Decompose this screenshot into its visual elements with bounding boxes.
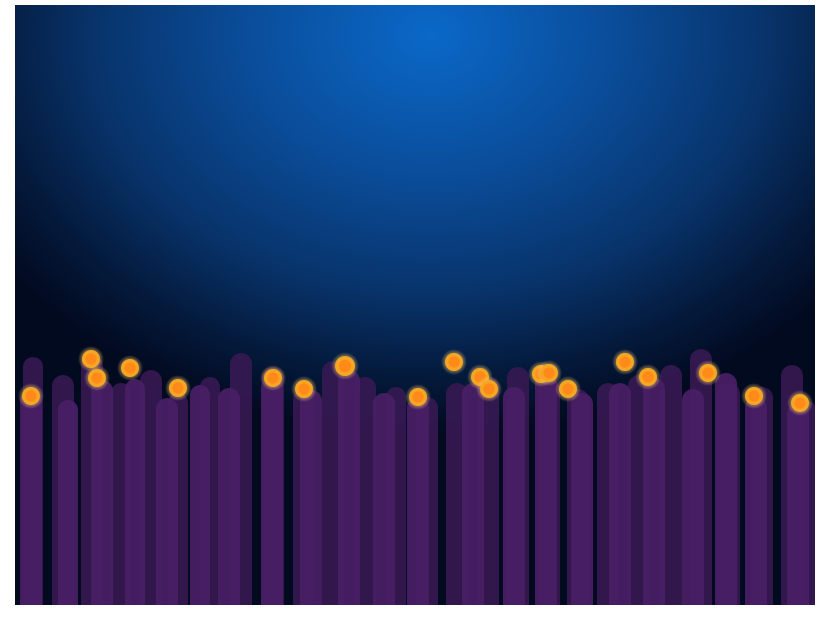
glowing-orb[interactable]	[84, 365, 110, 391]
glowing-orb[interactable]	[695, 360, 721, 386]
glowing-orb[interactable]	[165, 375, 191, 401]
scene-layer	[18, 346, 815, 605]
glowing-orb[interactable]	[441, 349, 467, 375]
glowing-orb[interactable]	[291, 376, 317, 402]
pillar-front	[787, 403, 809, 605]
pillar-front	[125, 379, 145, 605]
glowing-orb[interactable]	[536, 360, 562, 386]
glowing-orb[interactable]	[405, 384, 431, 410]
pillar-front	[261, 377, 283, 605]
glowing-orb[interactable]	[635, 364, 661, 390]
pillar-front	[373, 393, 395, 605]
pillar-front	[643, 378, 665, 605]
pillar-front	[571, 393, 593, 605]
glowing-orb[interactable]	[612, 349, 638, 375]
orbs-layer	[18, 346, 813, 416]
pillar-front	[156, 398, 178, 605]
pillar-front	[745, 397, 767, 605]
pillar-front	[58, 400, 78, 605]
pillars-front-layer	[20, 370, 809, 605]
glowing-orb[interactable]	[555, 376, 581, 402]
glowing-orb[interactable]	[18, 383, 44, 409]
pillar-front	[462, 383, 484, 605]
pillar-front	[218, 388, 240, 605]
pillar-front	[300, 390, 322, 605]
glowing-orb[interactable]	[331, 352, 359, 380]
glowing-orb[interactable]	[787, 390, 813, 416]
pillar-front	[91, 380, 113, 605]
pillar-front	[715, 373, 737, 605]
pillar-front	[682, 389, 704, 605]
pillar-front	[609, 383, 631, 605]
pillar-front	[503, 387, 525, 605]
game-canvas[interactable]	[15, 5, 815, 605]
pillar-front	[535, 373, 557, 605]
pillar-front	[407, 397, 429, 605]
pillar-back	[660, 365, 682, 605]
pillar-front	[20, 390, 42, 605]
pillar-front	[190, 385, 210, 605]
pillar-front	[338, 370, 360, 605]
glowing-orb[interactable]	[476, 376, 502, 402]
glowing-orb[interactable]	[260, 365, 286, 391]
glowing-orb[interactable]	[117, 355, 143, 381]
glowing-orb[interactable]	[741, 383, 767, 409]
